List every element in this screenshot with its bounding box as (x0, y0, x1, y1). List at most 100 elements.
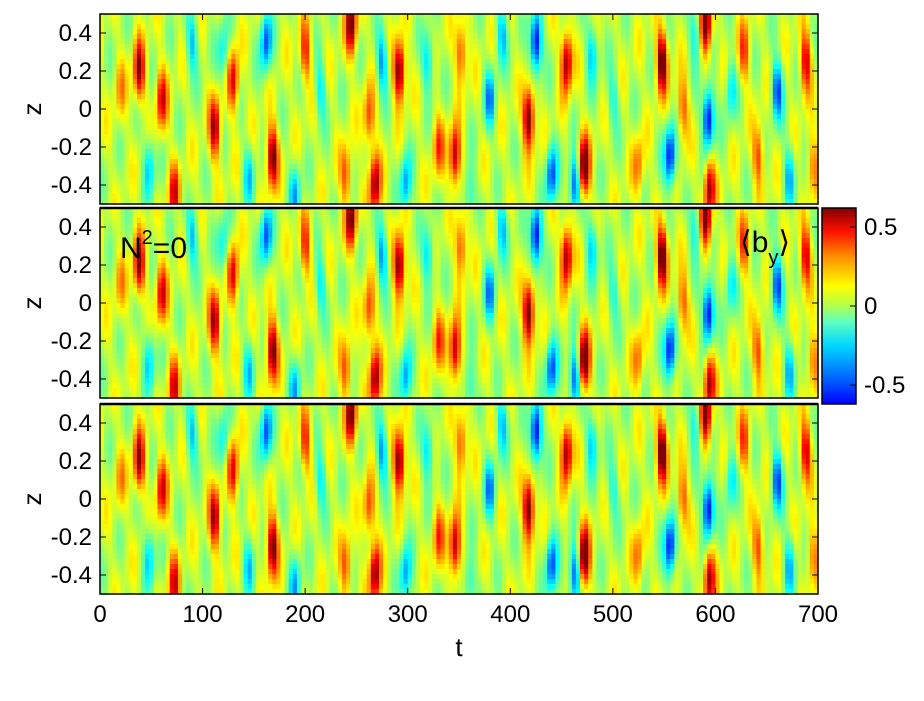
heatmap-cell (514, 59, 519, 65)
heatmap-cell (416, 29, 421, 35)
heatmap-cell (494, 109, 499, 115)
heatmap-cell (375, 99, 380, 105)
heatmap-cell (264, 79, 269, 85)
heatmap-cell (231, 49, 236, 55)
heatmap-cell (510, 89, 515, 95)
heatmap-cell (371, 34, 376, 40)
heatmap-cell (182, 114, 187, 120)
heatmap-cell (322, 69, 327, 75)
heatmap-cell (231, 84, 236, 90)
heatmap-cell (116, 59, 121, 65)
heatmap-cell (145, 49, 150, 55)
heatmap-cell (170, 184, 175, 190)
heatmap-cell (162, 134, 167, 140)
heatmap-cell (412, 24, 417, 30)
heatmap-cell (342, 189, 347, 195)
heatmap-cell (293, 109, 298, 115)
heatmap-cell (436, 74, 441, 80)
heatmap-cell (157, 174, 162, 180)
heatmap-cell (379, 94, 384, 100)
heatmap-cell (240, 14, 245, 20)
heatmap-cell (322, 119, 327, 125)
heatmap-cell (166, 109, 171, 115)
heatmap-cell (371, 189, 376, 195)
heatmap-cell (297, 99, 302, 105)
heatmap-cell (231, 154, 236, 160)
heatmap-cell (317, 189, 322, 195)
heatmap-cell (186, 179, 191, 185)
heatmap-cell (219, 184, 224, 190)
heatmap-cell (293, 154, 298, 160)
heatmap-cell (494, 24, 499, 30)
heatmap-cell (494, 99, 499, 105)
heatmap-cell (174, 109, 179, 115)
heatmap-cell (272, 174, 277, 180)
heatmap-cell (572, 189, 577, 195)
heatmap-cell (322, 29, 327, 35)
heatmap-cell (457, 159, 462, 165)
heatmap-cell (285, 74, 290, 80)
heatmap-cell (453, 69, 458, 75)
heatmap-cell (268, 119, 273, 125)
heatmap-cell (272, 49, 277, 55)
heatmap-cell (436, 19, 441, 25)
heatmap-cell (276, 49, 281, 55)
heatmap-cell (576, 149, 581, 155)
heatmap-cell (510, 44, 515, 50)
heatmap-cell (227, 164, 232, 170)
heatmap-cell (424, 24, 429, 30)
heatmap-cell (539, 119, 544, 125)
heatmap-cell (613, 194, 618, 200)
heatmap-cell (371, 129, 376, 135)
heatmap-cell (576, 14, 581, 20)
heatmap-cell (412, 89, 417, 95)
heatmap-cell (527, 19, 532, 25)
heatmap-cell (141, 119, 146, 125)
heatmap-cell (400, 49, 405, 55)
heatmap-cell (498, 69, 503, 75)
heatmap-cell (601, 19, 606, 25)
heatmap-cell (252, 74, 257, 80)
heatmap-cell (621, 169, 626, 175)
heatmap-cell (285, 189, 290, 195)
heatmap-cell (330, 184, 335, 190)
heatmap-cell (145, 24, 150, 30)
heatmap-cell (129, 119, 134, 125)
heatmap-cell (535, 49, 540, 55)
heatmap-cell (186, 39, 191, 45)
heatmap-cell (276, 74, 281, 80)
heatmap-cell (145, 69, 150, 75)
heatmap-cell (387, 144, 392, 150)
heatmap-cell (477, 99, 482, 105)
heatmap-cell (256, 189, 261, 195)
heatmap-cell (551, 189, 556, 195)
heatmap-cell (408, 169, 413, 175)
heatmap-cell (338, 169, 343, 175)
heatmap-cell (465, 54, 470, 60)
heatmap-cell (449, 69, 454, 75)
heatmap-cell (408, 189, 413, 195)
heatmap-cell (354, 34, 359, 40)
heatmap-cell (260, 134, 265, 140)
heatmap-cell (383, 54, 388, 60)
heatmap-cell (330, 194, 335, 200)
heatmap-cell (354, 179, 359, 185)
heatmap-cell (576, 119, 581, 125)
heatmap-cell (153, 174, 158, 180)
heatmap-cell (445, 64, 450, 70)
heatmap-cell (564, 129, 569, 135)
heatmap-cell (272, 19, 277, 25)
heatmap-cell (449, 24, 454, 30)
heatmap-cell (449, 14, 454, 20)
heatmap-cell (560, 159, 565, 165)
heatmap-cell (625, 19, 630, 25)
heatmap-cell (383, 149, 388, 155)
heatmap-cell (116, 134, 121, 140)
heatmap-cell (584, 119, 589, 125)
heatmap-cell (223, 49, 228, 55)
heatmap-cell (535, 179, 540, 185)
heatmap-cell (617, 29, 622, 35)
heatmap-cell (453, 19, 458, 25)
heatmap-cell (502, 89, 507, 95)
heatmap-cell (432, 179, 437, 185)
